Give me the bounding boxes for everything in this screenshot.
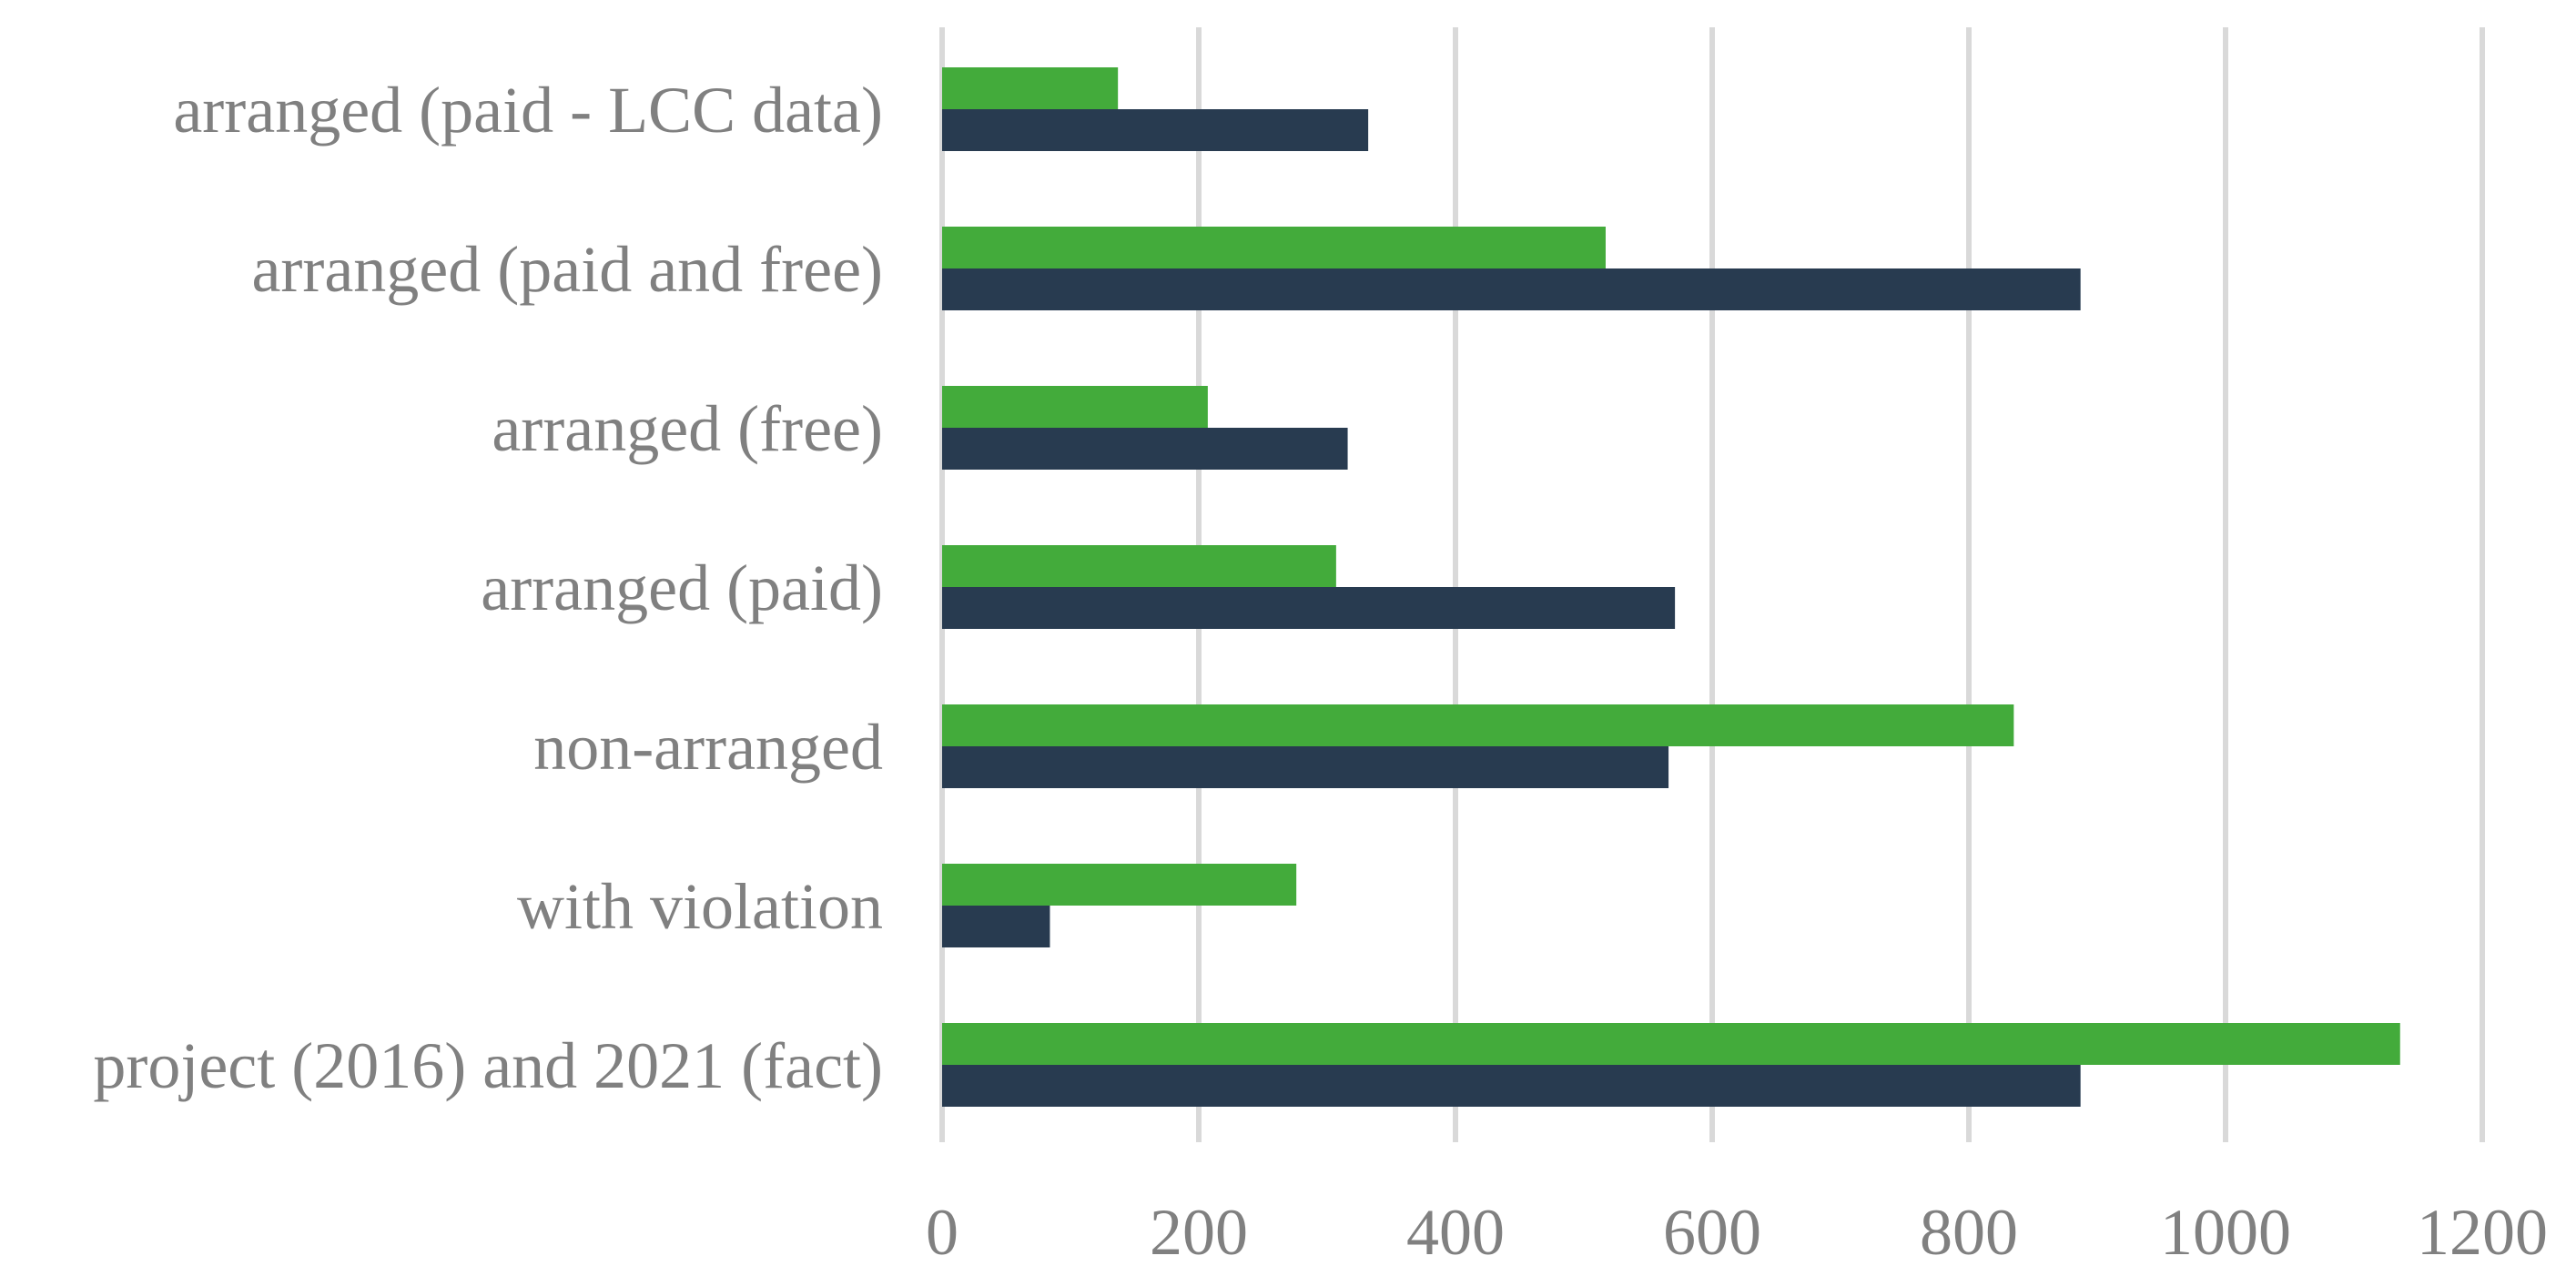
bar-series-1-4 <box>942 704 2014 746</box>
category-label: project (2016) and 2021 (fact) <box>93 1029 883 1102</box>
category-label: arranged (paid and free) <box>251 233 883 306</box>
bar-series-1-1 <box>942 227 1606 268</box>
bar-series-2-5 <box>942 906 1050 947</box>
bar-series-2-4 <box>942 746 1669 788</box>
bar-series-2-2 <box>942 428 1348 470</box>
x-tick-label: 200 <box>1150 1196 1248 1269</box>
x-tick-label: 800 <box>1920 1196 2018 1269</box>
category-label: arranged (paid - LCC data) <box>173 74 883 147</box>
bar-series-1-0 <box>942 67 1119 109</box>
category-label: non-arranged <box>533 711 883 784</box>
x-tick-label: 400 <box>1406 1196 1505 1269</box>
x-tick-label: 1200 <box>2417 1196 2548 1269</box>
bar-series-1-3 <box>942 545 1336 587</box>
category-label: with violation <box>517 870 883 943</box>
category-label: arranged (paid) <box>481 552 883 624</box>
bar-series-2-0 <box>942 109 1369 151</box>
gridlines <box>939 27 2485 1142</box>
x-tick-label: 1000 <box>2160 1196 2291 1269</box>
category-labels: arranged (paid - LCC data) arranged (paid… <box>93 74 883 1102</box>
x-axis-tick-labels: 0 200 400 600 800 1000 1200 <box>926 1196 2548 1269</box>
bar-series-1-2 <box>942 386 1208 428</box>
bar-series-1-6 <box>942 1023 2400 1065</box>
bar-series-2-1 <box>942 268 2081 310</box>
bar-series-1-5 <box>942 864 1297 906</box>
x-tick-label: 0 <box>926 1196 958 1269</box>
bars <box>942 67 2400 1107</box>
category-label: arranged (free) <box>492 392 883 465</box>
x-tick-label: 600 <box>1663 1196 1761 1269</box>
bar-series-2-6 <box>942 1065 2081 1107</box>
bar-series-2-3 <box>942 587 1676 629</box>
